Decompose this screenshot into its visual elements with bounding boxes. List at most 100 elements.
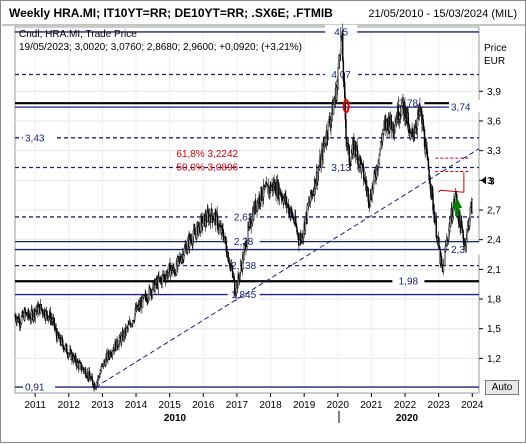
- level-label-bg: [227, 234, 260, 247]
- y-tick-label: 3,3: [487, 146, 501, 157]
- candle-body: [65, 344, 68, 353]
- fib-label: 50,0% 3,0896: [176, 162, 238, 173]
- candle-body: [379, 141, 382, 150]
- candle-body: [40, 304, 42, 310]
- candle-body: [223, 238, 226, 242]
- candle-body: [154, 284, 156, 292]
- y-tick-label: 1,2: [487, 354, 501, 365]
- level-label: 3,78: [399, 99, 419, 110]
- candle-body: [342, 32, 344, 62]
- candle-body: [449, 218, 452, 227]
- candle-body: [232, 271, 234, 277]
- candle-body: [262, 196, 264, 200]
- candle-body: [119, 335, 122, 339]
- candle-body: [389, 126, 391, 132]
- candle-body: [452, 206, 455, 218]
- candle-body: [416, 118, 419, 129]
- candle-body: [361, 163, 363, 172]
- candle-body: [96, 380, 99, 383]
- candle-body: [339, 53, 341, 56]
- candle-body: [251, 223, 253, 227]
- level-label-bg: [227, 209, 260, 222]
- down-signal-icon: [342, 99, 350, 114]
- candle-body: [46, 311, 48, 317]
- candle-body: [148, 287, 150, 299]
- candle-body: [297, 233, 299, 240]
- candle-body: [338, 55, 341, 61]
- candle-body: [295, 224, 297, 228]
- candle-body: [88, 371, 91, 377]
- candle-body: [120, 334, 123, 344]
- x-major-label-2010: 2010: [164, 413, 187, 424]
- candle-body: [336, 87, 338, 101]
- x-tick-label: 2023: [428, 400, 451, 411]
- x-axis-ticks: 2011 2012 2013 2014 2015 2016 2017 2018 2019 2020…: [24, 393, 484, 411]
- candle-body: [429, 182, 432, 190]
- candle-body: [227, 252, 229, 262]
- candle-body: [221, 225, 224, 230]
- candle-body: [359, 155, 362, 162]
- candle-body: [20, 316, 23, 324]
- candle-body: [192, 236, 194, 245]
- x-tick-label: 2018: [259, 400, 282, 411]
- candle-body: [315, 182, 317, 189]
- candle-body: [129, 321, 131, 325]
- candle-body: [53, 317, 55, 327]
- y-tick-label: 1,8: [487, 295, 501, 306]
- x-tick-label: 2017: [226, 400, 249, 411]
- candle-body: [52, 318, 54, 323]
- candle-body: [211, 208, 213, 217]
- candle-body: [62, 339, 64, 346]
- candle-body: [471, 199, 473, 213]
- y-tick-label: 3,9: [487, 87, 501, 98]
- candle-body: [183, 247, 186, 256]
- candle-body: [78, 362, 80, 369]
- candle-body: [356, 145, 358, 152]
- candle-body: [298, 239, 301, 245]
- candle-body: [291, 212, 294, 218]
- x-tick-label: 2015: [159, 400, 182, 411]
- candle-body: [317, 169, 320, 173]
- candle-body: [428, 169, 430, 180]
- candle-body: [177, 256, 179, 266]
- candle-body: [198, 226, 200, 235]
- candle-body: [362, 164, 364, 167]
- date-range: 21/05/2010 - 15/03/2024 (MIL): [368, 8, 517, 20]
- level-label-bg: [392, 274, 425, 287]
- candle-body: [50, 318, 53, 321]
- x-tick-label: 2014: [125, 400, 148, 411]
- candle-body: [105, 357, 107, 366]
- level-label: 1,845: [231, 290, 256, 301]
- up-arrow-icon: [452, 198, 463, 209]
- candle-body: [328, 119, 331, 124]
- candle-body: [245, 246, 248, 251]
- candle-body: [326, 131, 328, 139]
- candle-body: [28, 310, 30, 317]
- candle-body: [448, 230, 450, 240]
- candle-body: [189, 235, 192, 240]
- trendline: [95, 148, 480, 388]
- candle-body: [304, 218, 307, 231]
- candle-body: [302, 233, 305, 239]
- candle-body: [402, 97, 404, 103]
- level-label: 3,13: [331, 163, 351, 174]
- candle-body: [209, 214, 211, 218]
- candle-body: [469, 207, 472, 220]
- level-label: 2,3: [451, 245, 465, 256]
- candle-body: [173, 267, 175, 271]
- candle-body: [333, 101, 335, 105]
- fib-label: 61,8% 3,2242: [176, 149, 238, 160]
- auto-scale-button[interactable]: Auto: [485, 380, 519, 395]
- candle-body: [31, 309, 33, 312]
- candle-body: [224, 236, 227, 244]
- legend-ohlc: 19/05/2023; 3,0020; 3,0760; 2,8680; 2,96…: [19, 42, 302, 53]
- y-tick-label: 2,1: [487, 265, 501, 276]
- candle-body: [134, 313, 136, 321]
- candle-body: [433, 211, 436, 223]
- candle-body: [400, 105, 403, 116]
- candle-body: [345, 119, 347, 140]
- candle-body: [202, 222, 204, 227]
- candle-body: [378, 162, 380, 167]
